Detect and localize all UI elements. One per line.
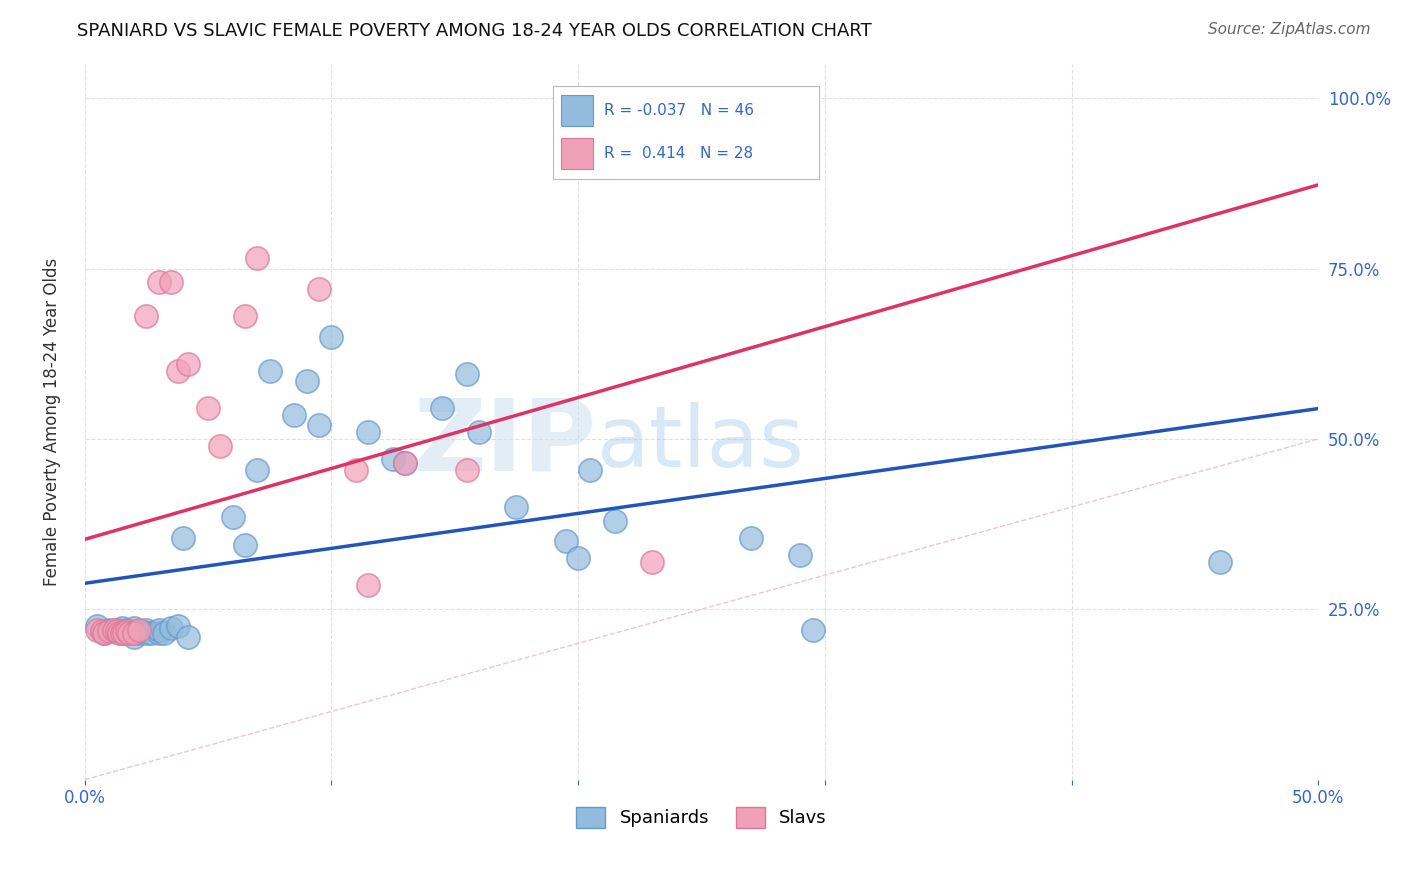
Point — [554, 534, 576, 549]
Point — [141, 626, 163, 640]
Point — [86, 619, 108, 633]
Point — [177, 630, 200, 644]
Point — [103, 624, 125, 638]
Point — [1208, 555, 1230, 569]
Point — [382, 452, 405, 467]
Point — [295, 374, 318, 388]
Point — [122, 626, 145, 640]
Point — [160, 621, 183, 635]
Point — [118, 626, 141, 640]
Point — [394, 456, 416, 470]
Point — [98, 623, 121, 637]
Point — [197, 401, 219, 416]
Point — [177, 357, 200, 371]
Point — [308, 282, 330, 296]
Text: SPANIARD VS SLAVIC FEMALE POVERTY AMONG 18-24 YEAR OLDS CORRELATION CHART: SPANIARD VS SLAVIC FEMALE POVERTY AMONG … — [77, 22, 872, 40]
Point — [233, 309, 256, 323]
Point — [567, 551, 589, 566]
Point — [98, 624, 121, 638]
Point — [246, 252, 269, 266]
Point — [105, 623, 128, 637]
Point — [308, 418, 330, 433]
Point — [456, 367, 478, 381]
Point — [740, 531, 762, 545]
Point — [148, 623, 170, 637]
Text: ZIP: ZIP — [413, 395, 596, 491]
Point — [122, 630, 145, 644]
Point — [167, 364, 190, 378]
Point — [357, 425, 380, 439]
Point — [128, 623, 150, 637]
Point — [135, 626, 157, 640]
Point — [222, 510, 245, 524]
Point — [91, 624, 114, 638]
Y-axis label: Female Poverty Among 18-24 Year Olds: Female Poverty Among 18-24 Year Olds — [44, 258, 60, 586]
Point — [605, 514, 627, 528]
Legend: Spaniards, Slavs: Spaniards, Slavs — [569, 800, 834, 835]
Point — [108, 626, 131, 640]
Point — [172, 531, 194, 545]
Text: Source: ZipAtlas.com: Source: ZipAtlas.com — [1208, 22, 1371, 37]
Point — [160, 275, 183, 289]
Point — [115, 624, 138, 638]
Point — [357, 578, 380, 592]
Point — [112, 626, 135, 640]
Point — [209, 439, 232, 453]
Point — [801, 623, 824, 637]
Point — [128, 626, 150, 640]
Point — [152, 626, 174, 640]
Point — [112, 624, 135, 638]
Point — [135, 309, 157, 323]
Point — [394, 456, 416, 470]
Point — [131, 624, 153, 638]
Point — [148, 275, 170, 289]
Point — [233, 537, 256, 551]
Point — [456, 462, 478, 476]
Point — [111, 621, 134, 635]
Point — [283, 408, 305, 422]
Point — [321, 329, 343, 343]
Point — [122, 621, 145, 635]
Point — [344, 462, 367, 476]
Point — [789, 548, 811, 562]
Point — [246, 462, 269, 476]
Point — [505, 500, 527, 514]
Point — [641, 555, 664, 569]
Point — [135, 623, 157, 637]
Point — [105, 624, 128, 638]
Point — [259, 364, 281, 378]
Point — [118, 626, 141, 640]
Text: atlas: atlas — [596, 401, 804, 485]
Point — [93, 626, 115, 640]
Point — [148, 626, 170, 640]
Point — [468, 425, 491, 439]
Point — [111, 626, 134, 640]
Point — [167, 619, 190, 633]
Point — [93, 626, 115, 640]
Point — [86, 623, 108, 637]
Point — [103, 623, 125, 637]
Point — [115, 623, 138, 637]
Point — [432, 401, 454, 416]
Point — [579, 462, 602, 476]
